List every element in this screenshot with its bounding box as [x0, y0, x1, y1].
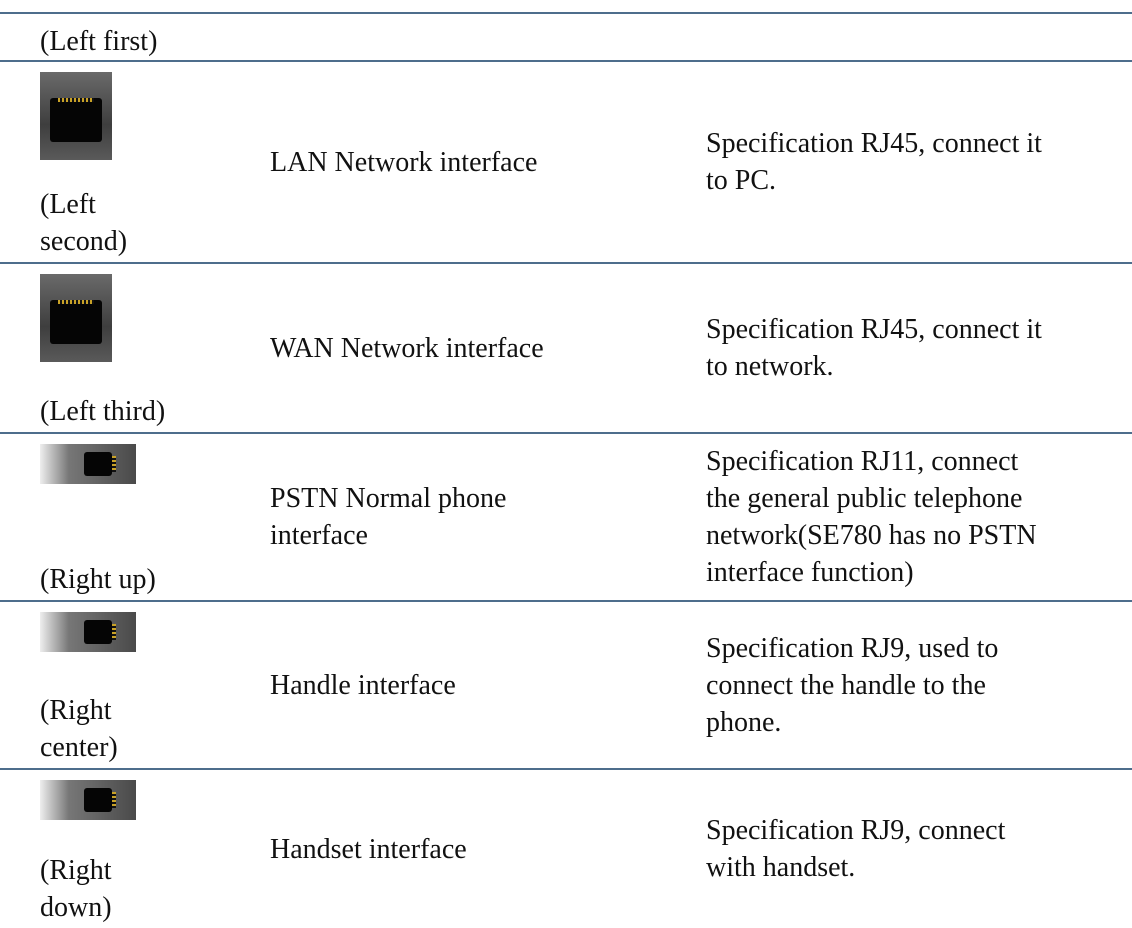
text-line: interface	[270, 520, 368, 551]
port-opening	[50, 98, 102, 142]
text-line: (Right	[40, 695, 112, 726]
text-line: Handle interface	[270, 669, 456, 701]
port-opening	[50, 300, 102, 344]
text-line: center)	[40, 732, 118, 763]
text-line: Specification RJ45, connect it	[706, 128, 1042, 159]
table-row: (Right center) Handle interface Specificati…	[0, 600, 1132, 768]
text-line: (Left third)	[40, 396, 166, 427]
port-pins	[112, 792, 116, 808]
text-line: Specification RJ9, used to	[706, 632, 999, 664]
table-row: (Right up) PSTN Normal phone interface Spec…	[0, 432, 1132, 600]
text-line: (Left first)	[40, 25, 158, 57]
position-text: (Right center)	[40, 692, 260, 766]
text-line: (Left	[40, 189, 96, 220]
text-line: (Right up)	[40, 564, 156, 595]
port-pins	[112, 456, 116, 472]
port-icon	[40, 780, 136, 820]
port-icon	[40, 612, 136, 652]
text-line: second)	[40, 226, 128, 257]
text-line: phone.	[706, 706, 782, 738]
description-cell: Specification RJ11, connect the general p…	[706, 434, 1126, 600]
table-row: (Right down) Handset interface Specificatio…	[0, 768, 1132, 928]
name-cell: Handset interface	[270, 770, 690, 928]
position-cell: (Left third)	[40, 264, 260, 432]
port-pins	[112, 624, 116, 640]
position-text: (Left third)	[40, 393, 260, 430]
text-line: Specification RJ9, connect	[706, 815, 1006, 846]
text-line: with handset.	[706, 852, 856, 883]
table-row: (Left third) WAN Network interface Specifi…	[0, 262, 1132, 432]
description-cell: Specification RJ45, connect it to network…	[706, 264, 1126, 432]
text-line: connect the handle to the	[706, 669, 986, 701]
table-row: (Left first)	[0, 12, 1132, 60]
text-line: Specification RJ45, connect it	[706, 314, 1042, 345]
port-opening	[84, 620, 112, 644]
text-line: PSTN Normal phone	[270, 483, 507, 514]
description-cell: Specification RJ45, connect it to PC.	[706, 62, 1126, 262]
position-text: (Left first)	[40, 23, 260, 60]
description-cell: Specification RJ9, used to connect the ha…	[706, 602, 1126, 768]
text-line: Specification RJ11, connect	[706, 446, 1019, 477]
position-text: (Right up)	[40, 561, 260, 598]
table-row: (Left second) LAN Network interface Specifi…	[0, 60, 1132, 262]
position-text: (Right down)	[40, 852, 260, 926]
text-line: network(SE780 has no PSTN	[706, 520, 1037, 551]
port-icon	[40, 72, 112, 160]
text-line: to network.	[706, 351, 834, 382]
port-icon	[40, 274, 112, 362]
position-cell: (Right down)	[40, 770, 260, 928]
text-line: down)	[40, 892, 112, 923]
text-line: interface function)	[706, 557, 914, 588]
port-opening	[84, 788, 112, 812]
port-pins	[58, 300, 94, 304]
description-cell: Specification RJ9, connect with handset.	[706, 770, 1126, 928]
position-text: (Left second)	[40, 186, 260, 260]
position-cell: (Right up)	[40, 434, 260, 600]
name-cell: LAN Network interface	[270, 62, 690, 262]
position-cell: (Left second)	[40, 62, 260, 262]
port-opening	[84, 452, 112, 476]
position-cell: (Left first)	[40, 14, 260, 60]
text-line: LAN Network interface	[270, 146, 538, 178]
text-line: WAN Network interface	[270, 332, 544, 364]
text-line: (Right	[40, 855, 112, 886]
text-line: to PC.	[706, 165, 777, 196]
position-cell: (Right center)	[40, 602, 260, 768]
port-pins	[58, 98, 94, 102]
name-cell: PSTN Normal phone interface	[270, 434, 690, 600]
text-line: Handset interface	[270, 833, 467, 865]
port-icon	[40, 444, 136, 484]
name-cell: Handle interface	[270, 602, 690, 768]
name-cell: WAN Network interface	[270, 264, 690, 432]
text-line: the general public telephone	[706, 483, 1023, 514]
